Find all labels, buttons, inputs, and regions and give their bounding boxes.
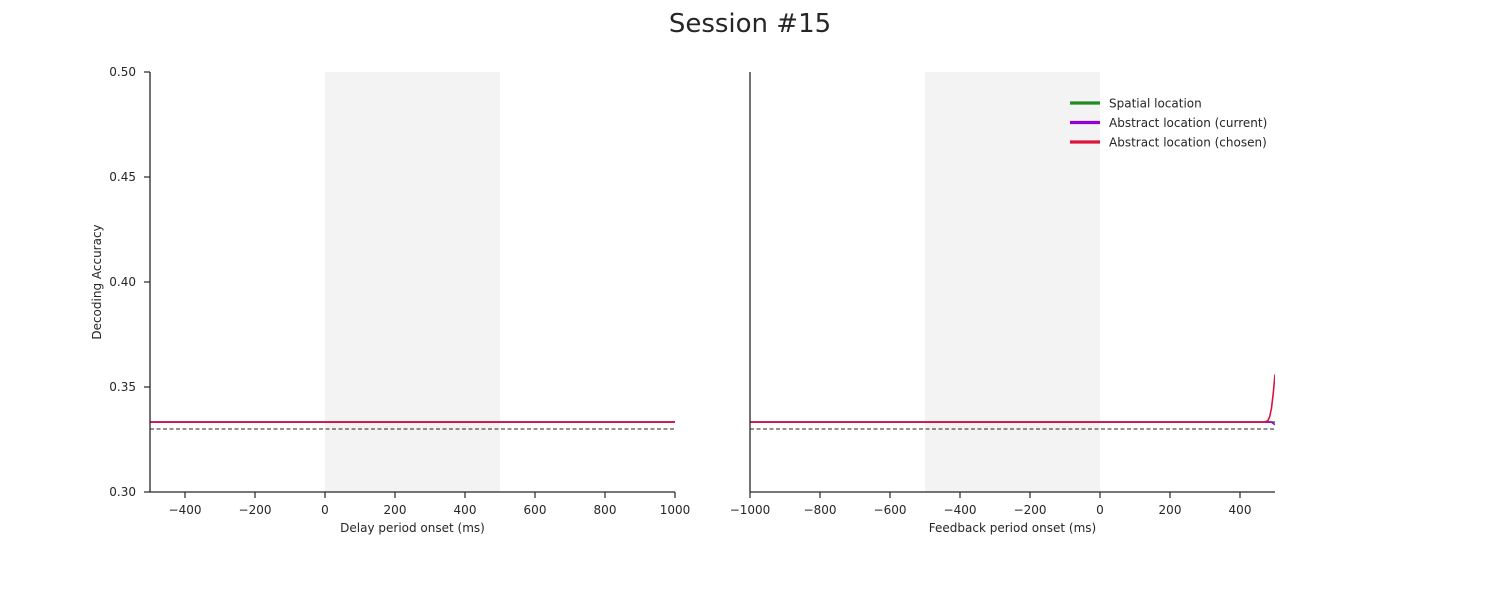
x-tick-label: −800	[804, 503, 837, 517]
y-tick-label: 0.30	[109, 485, 136, 499]
x-tick-label: −400	[169, 503, 202, 517]
x-tick-label: −600	[874, 503, 907, 517]
x-tick-label: 0	[1096, 503, 1104, 517]
x-tick-label: 400	[1229, 503, 1252, 517]
x-tick-label: 800	[594, 503, 617, 517]
legend-entry: Abstract location (chosen)	[1109, 136, 1267, 150]
x-tick-label: 200	[384, 503, 407, 517]
series-group	[750, 374, 1275, 426]
series-line-abstract-location-chosen	[750, 374, 1275, 423]
y-tick-label: 0.40	[109, 275, 136, 289]
y-tick-label: 0.50	[109, 65, 136, 79]
x-tick-label: −400	[944, 503, 977, 517]
x-tick-label: −200	[239, 503, 272, 517]
y-axis-label: Decoding Accuracy	[90, 224, 104, 339]
x-tick-label: −200	[1014, 503, 1047, 517]
x-tick-label: 400	[454, 503, 477, 517]
x-axis-label: Feedback period onset (ms)	[929, 521, 1096, 535]
y-tick-label: 0.35	[109, 380, 136, 394]
legend-entry: Abstract location (current)	[1109, 116, 1267, 130]
figure-title: Session #15	[669, 9, 831, 39]
x-tick-label: −1000	[730, 503, 771, 517]
legend-entry: Spatial location	[1109, 97, 1202, 111]
x-tick-label: 200	[1159, 503, 1182, 517]
x-tick-label: 1000	[660, 503, 691, 517]
x-tick-label: 600	[524, 503, 547, 517]
x-tick-label: 0	[321, 503, 329, 517]
delay-period-panel: −400 −200 0 200 400 600 800 1000 0.30 0.35 0.40 0.4…	[90, 65, 690, 535]
y-tick-label: 0.45	[109, 170, 136, 184]
x-axis-label: Delay period onset (ms)	[340, 521, 485, 535]
legend: Spatial location Abstract location (curre…	[1070, 97, 1267, 150]
